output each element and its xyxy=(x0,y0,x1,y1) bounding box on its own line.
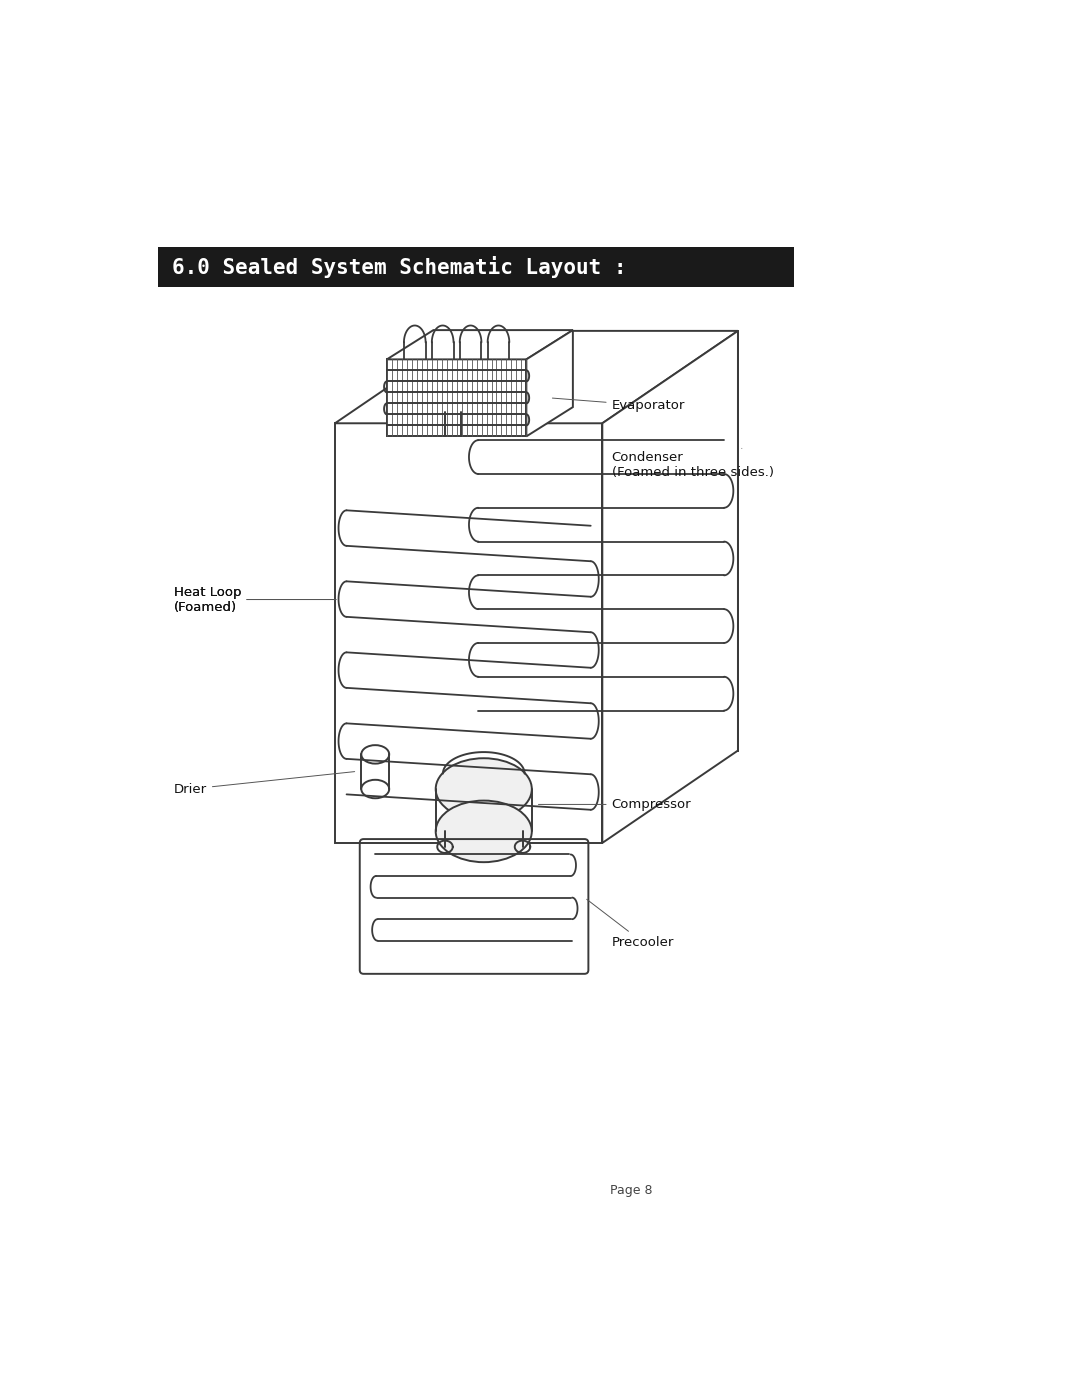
Polygon shape xyxy=(603,331,738,842)
Text: Condenser
(Foamed in three sides.): Condenser (Foamed in three sides.) xyxy=(611,448,773,479)
Ellipse shape xyxy=(435,759,531,820)
Text: Heat Loop
(Foamed): Heat Loop (Foamed) xyxy=(174,585,336,613)
Text: Page 8: Page 8 xyxy=(610,1185,652,1197)
Polygon shape xyxy=(526,330,572,436)
Text: Drier: Drier xyxy=(174,771,354,795)
Ellipse shape xyxy=(435,800,531,862)
Polygon shape xyxy=(335,423,603,842)
Polygon shape xyxy=(387,330,572,359)
Text: 6.0 Sealed System Schematic Layout :: 6.0 Sealed System Schematic Layout : xyxy=(172,256,626,278)
Ellipse shape xyxy=(362,780,389,798)
Text: Precooler: Precooler xyxy=(586,900,674,949)
Text: Compressor: Compressor xyxy=(539,798,691,810)
Polygon shape xyxy=(335,331,738,423)
Bar xyxy=(159,247,794,286)
Text: Heat Loop
(Foamed): Heat Loop (Foamed) xyxy=(174,585,336,613)
Bar xyxy=(387,359,526,436)
Ellipse shape xyxy=(362,745,389,764)
Text: Evaporator: Evaporator xyxy=(552,398,685,412)
Polygon shape xyxy=(471,331,738,750)
